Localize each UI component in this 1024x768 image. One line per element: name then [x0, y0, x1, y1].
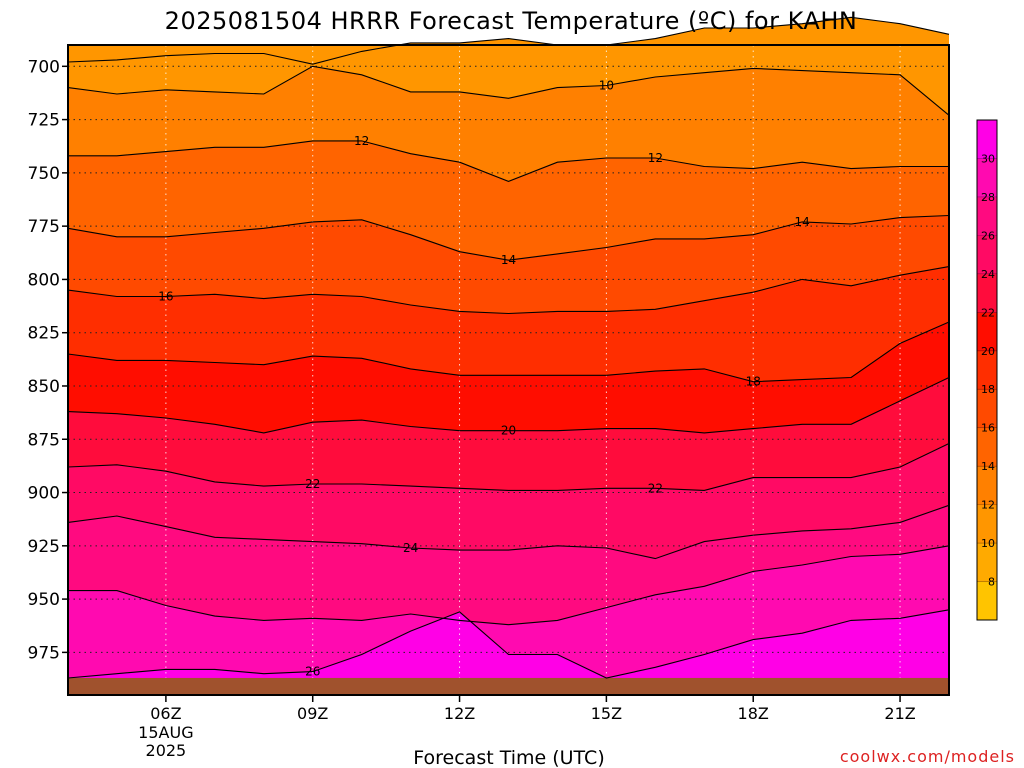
- contour-label: 16: [158, 289, 173, 303]
- contour-line: [67, 16, 950, 65]
- gridlines: [68, 45, 949, 678]
- x-axis-title: Forecast Time (UTC): [413, 747, 604, 768]
- colorbar-border: [976, 119, 998, 621]
- contour-label: 12: [648, 151, 663, 165]
- contour-line: [67, 214, 950, 261]
- plot-frame: [67, 44, 950, 696]
- y-tick-label: 950: [28, 590, 60, 610]
- y-tick-label: 800: [28, 270, 60, 290]
- contour-label: 20: [501, 424, 516, 438]
- contour-line: [67, 65, 950, 116]
- temperature-fill-layers: [68, 17, 949, 696]
- contour-line: [67, 504, 950, 560]
- y-tick-label: 700: [28, 57, 60, 77]
- colorbar-label: 24: [981, 268, 995, 281]
- contour-line: [67, 266, 950, 315]
- colorbar-swatch: [977, 235, 997, 275]
- x-date-label: 15AUG: [138, 723, 193, 742]
- contour-label: 26: [305, 665, 320, 679]
- colorbar-label: 18: [981, 383, 995, 396]
- contour-line: [68, 545, 950, 626]
- y-tick-label: 875: [28, 430, 60, 450]
- colorbar-swatch: [977, 273, 997, 313]
- colorbar-label: 26: [981, 229, 995, 242]
- contour-label: 12: [354, 134, 369, 148]
- y-tick-label: 750: [28, 164, 60, 184]
- contour-line: [68, 140, 949, 182]
- contour-labels: 10 12 12 14 14 16 18 20 22 22 24 26: [158, 78, 810, 679]
- y-tick-label: 975: [28, 643, 60, 663]
- colorbar-label: 16: [981, 422, 995, 435]
- y-tick-label: 725: [28, 111, 60, 131]
- colorbar-swatch: [977, 466, 997, 506]
- contour-label: 22: [648, 481, 663, 495]
- y-tick-label: 775: [28, 217, 60, 237]
- contour-line: [67, 321, 950, 383]
- fill-band: [68, 609, 949, 695]
- colorbar-swatch: [977, 158, 997, 198]
- colorbar-label: 14: [981, 460, 995, 473]
- contour-line: [67, 377, 950, 434]
- colorbar-swatch: [977, 312, 997, 352]
- x-tick-label: 09Z: [297, 704, 328, 723]
- ground-fill: [68, 677, 949, 695]
- colorbar-swatch: [977, 120, 997, 159]
- colorbar-label: 28: [981, 191, 995, 204]
- contour-label: 14: [795, 215, 810, 229]
- x-tick-label: 06Z: [150, 704, 181, 723]
- y-tick-label: 925: [28, 537, 60, 557]
- contour-line: [67, 443, 950, 491]
- colorbar-swatch: [977, 427, 997, 467]
- colorbar-label: 12: [981, 499, 995, 512]
- colorbar-swatch: [977, 581, 997, 621]
- x-tick-label: 21Z: [884, 704, 915, 723]
- ground-layer: [68, 677, 949, 695]
- x-tick-label: 12Z: [444, 704, 475, 723]
- y-tick-label: 850: [28, 377, 60, 397]
- colorbar-label: 20: [981, 345, 995, 358]
- y-tick-label: 825: [28, 324, 60, 344]
- colorbar-label: 8: [988, 576, 995, 589]
- chart-title: 2025081504 HRRR Forecast Temperature (ºC…: [165, 7, 858, 35]
- colorbar-swatch: [977, 196, 997, 236]
- contour-label: 24: [403, 541, 418, 555]
- colorbar-swatch: [977, 504, 997, 544]
- site-credit: coolwx.com/models: [840, 747, 1015, 766]
- contour-lines: [67, 16, 950, 679]
- x-tick-label: 18Z: [738, 704, 769, 723]
- contour-line: [67, 609, 950, 679]
- colorbar-swatch: [977, 543, 997, 583]
- contour-label: 10: [599, 78, 614, 92]
- colorbar-swatch: [977, 350, 997, 390]
- contour-label: 22: [305, 477, 320, 491]
- colorbar-label: 22: [981, 306, 995, 319]
- x-date-label: 2025: [146, 741, 187, 760]
- colorbar-label: 10: [981, 537, 995, 550]
- y-axis: 700 725 750 775 800 825 850 875 900 925 950 975: [28, 57, 68, 663]
- contour-label: 14: [501, 253, 516, 267]
- y-tick-label: 900: [28, 484, 60, 504]
- x-tick-label: 15Z: [591, 704, 622, 723]
- colorbar-swatch: [977, 389, 997, 429]
- colorbar-legend: 8 10 12 14 16 18 20 22 24 26 28 30: [976, 119, 998, 621]
- contour-label: 18: [746, 375, 761, 389]
- colorbar-label: 30: [981, 152, 995, 165]
